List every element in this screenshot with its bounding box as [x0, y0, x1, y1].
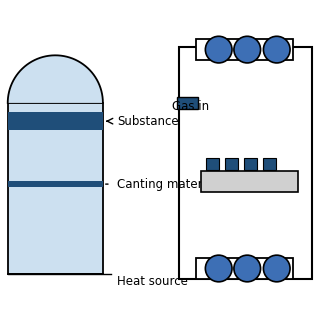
- Bar: [8, 103, 103, 274]
- Circle shape: [234, 255, 260, 282]
- Bar: [196, 39, 293, 60]
- Circle shape: [205, 36, 232, 63]
- Bar: [179, 47, 312, 279]
- Bar: [263, 158, 276, 171]
- Text: Substance: Substance: [117, 115, 179, 128]
- Polygon shape: [8, 55, 103, 103]
- Bar: [8, 181, 103, 187]
- Circle shape: [263, 255, 290, 282]
- Bar: [201, 171, 298, 192]
- Text: Heat source: Heat source: [117, 275, 188, 288]
- Text: Canting material: Canting material: [117, 178, 217, 191]
- Bar: [225, 158, 238, 171]
- Circle shape: [263, 36, 290, 63]
- Bar: [178, 97, 198, 109]
- Bar: [196, 258, 293, 279]
- Circle shape: [205, 255, 232, 282]
- Text: Gas in: Gas in: [172, 100, 209, 113]
- Bar: [206, 158, 219, 171]
- Bar: [244, 158, 257, 171]
- Bar: [8, 112, 103, 130]
- Circle shape: [234, 36, 260, 63]
